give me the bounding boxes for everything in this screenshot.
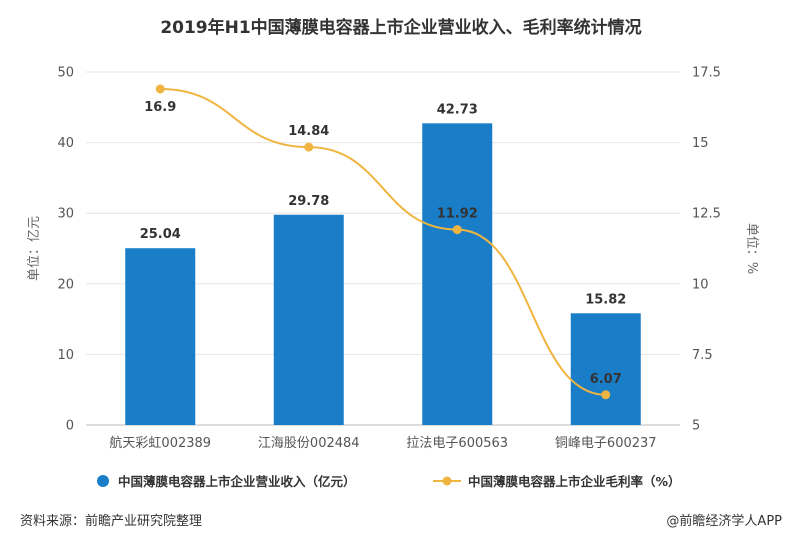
brand-note: @前瞻经济学人APP (666, 514, 782, 529)
line-value-label: 11.92 (437, 207, 478, 222)
bar-value-label: 42.73 (437, 102, 478, 117)
chart-title: 2019年H1中国薄膜电容器上市企业营业收入、毛利率统计情况 (160, 17, 641, 38)
left-tick-label: 0 (66, 419, 74, 434)
source-note: 资料来源：前瞻产业研究院整理 (20, 514, 203, 529)
right-tick-label: 7.5 (692, 348, 713, 363)
bar (125, 248, 196, 425)
legend: 中国薄膜电容器上市企业营业收入（亿元） 中国薄膜电容器上市企业毛利率（%） (97, 474, 681, 489)
left-tick-label: 50 (57, 66, 74, 81)
line-point (304, 142, 314, 152)
bar-value-label: 15.82 (585, 292, 626, 307)
right-tick-label: 17.5 (692, 66, 721, 81)
category-labels: 航天彩虹002389 江海股份002484 拉法电子600563 铜峰电子600237 (109, 435, 656, 451)
left-axis-ticks: 0 10 20 30 40 50 (57, 66, 74, 434)
line-value-label: 16.9 (144, 100, 176, 115)
left-tick-label: 30 (57, 207, 74, 222)
left-tick-label: 20 (57, 277, 74, 292)
category-label: 拉法电子600563 (406, 436, 508, 451)
right-axis-label: 单位：% (744, 223, 759, 274)
right-tick-label: 10 (692, 277, 709, 292)
line-path (160, 87, 606, 396)
legend-line-marker (442, 476, 452, 486)
left-tick-label: 10 (57, 348, 74, 363)
line-value-label: 14.84 (288, 124, 329, 139)
line-point (155, 84, 165, 94)
right-tick-label: 5 (692, 419, 700, 434)
legend-bar-marker (97, 475, 109, 487)
bar (570, 313, 641, 425)
category-label: 江海股份002484 (258, 436, 360, 451)
line-point (601, 390, 611, 400)
left-axis-label: 单位：亿元 (27, 216, 42, 281)
line-point (452, 225, 462, 235)
line-value-label: 6.07 (590, 372, 622, 387)
right-tick-label: 12.5 (692, 207, 721, 222)
bar (422, 123, 493, 425)
category-label: 航天彩虹002389 (109, 435, 211, 451)
legend-line-text: 中国薄膜电容器上市企业毛利率（%） (468, 474, 681, 489)
legend-bar-text: 中国薄膜电容器上市企业营业收入（亿元） (118, 474, 356, 489)
bar-series: 25.04 29.78 42.73 15.82 (125, 102, 641, 425)
category-label: 铜峰电子600237 (555, 436, 657, 451)
left-tick-label: 40 (57, 136, 74, 151)
line-series: 16.9 14.84 11.92 6.07 (144, 84, 622, 400)
right-axis-ticks: 5 7.5 10 12.5 15 17.5 (692, 66, 721, 434)
right-tick-label: 15 (692, 136, 709, 151)
bar (273, 214, 344, 425)
bar-value-label: 25.04 (140, 227, 181, 242)
bar-value-label: 29.78 (288, 194, 329, 209)
